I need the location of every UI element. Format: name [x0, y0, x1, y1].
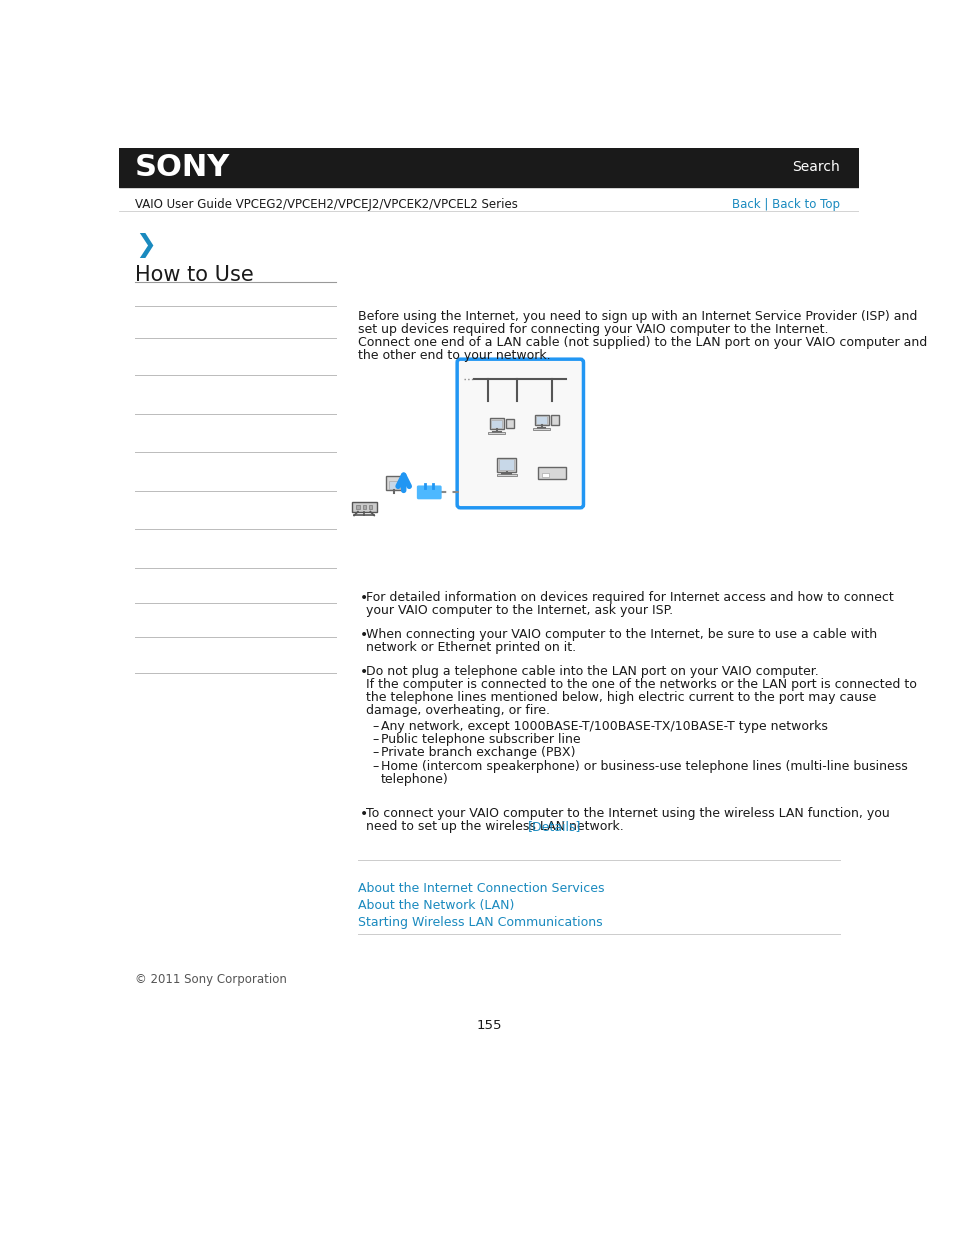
Text: Connect one end of a LAN cable (not supplied) to the LAN port on your VAIO compu: Connect one end of a LAN cable (not supp… [357, 336, 926, 350]
Text: telephone): telephone) [381, 773, 449, 785]
Text: damage, overheating, or fire.: damage, overheating, or fire. [365, 704, 549, 718]
Bar [488, 431, 505, 433]
Bar [550, 415, 558, 425]
Bar [533, 427, 550, 430]
Text: SONY: SONY [134, 153, 230, 182]
Text: set up devices required for connecting your VAIO computer to the Internet.: set up devices required for connecting y… [357, 324, 827, 336]
Text: Private branch exchange (PBX): Private branch exchange (PBX) [381, 746, 575, 760]
Text: Back | Back to Top: Back | Back to Top [731, 199, 840, 211]
Text: need to set up the wireless LAN network.: need to set up the wireless LAN network. [365, 820, 627, 834]
Text: When connecting your VAIO computer to the Internet, be sure to use a cable with: When connecting your VAIO computer to th… [365, 627, 876, 641]
Text: the telephone lines mentioned below, high electric current to the port may cause: the telephone lines mentioned below, hig… [365, 692, 875, 704]
Bar [505, 419, 513, 429]
Text: –: – [372, 720, 377, 734]
Text: Starting Wireless LAN Communications: Starting Wireless LAN Communications [357, 916, 602, 929]
Text: How to Use: How to Use [134, 266, 253, 285]
Bar [385, 477, 402, 490]
Text: ❯: ❯ [134, 233, 155, 258]
Text: •: • [359, 664, 367, 679]
Text: Any network, except 1000BASE-T/100BASE-TX/10BASE-T type networks: Any network, except 1000BASE-T/100BASE-T… [381, 720, 827, 734]
Bar [491, 420, 501, 427]
Text: –: – [372, 760, 377, 773]
Text: Search: Search [791, 161, 840, 174]
Bar [497, 474, 517, 477]
Text: Before using the Internet, you need to sign up with an Internet Service Provider: Before using the Internet, you need to s… [357, 310, 917, 322]
Text: About the Internet Connection Services: About the Internet Connection Services [357, 882, 604, 895]
Bar [542, 473, 548, 477]
Text: If the computer is connected to the one of the networks or the LAN port is conne: If the computer is connected to the one … [365, 678, 916, 690]
Text: About the Network (LAN): About the Network (LAN) [357, 899, 514, 911]
Text: your VAIO computer to the Internet, ask your ISP.: your VAIO computer to the Internet, ask … [365, 604, 672, 618]
Text: VAIO User Guide VPCEG2/VPCEH2/VPCEJ2/VPCEK2/VPCEL2 Series: VAIO User Guide VPCEG2/VPCEH2/VPCEJ2/VPC… [134, 199, 517, 211]
Bar [534, 415, 548, 425]
Bar [389, 480, 399, 489]
Text: the other end to your network.: the other end to your network. [357, 350, 550, 362]
Text: 155: 155 [476, 1019, 501, 1032]
Text: Public telephone subscriber line: Public telephone subscriber line [381, 734, 580, 746]
Bar [356, 505, 359, 509]
Bar [498, 459, 514, 471]
Text: © 2011 Sony Corporation: © 2011 Sony Corporation [134, 973, 286, 986]
Bar [369, 505, 372, 509]
Text: –: – [372, 734, 377, 746]
Text: •: • [359, 627, 367, 642]
Text: [Details]: [Details] [527, 820, 580, 834]
Text: •: • [359, 592, 367, 605]
Text: For detailed information on devices required for Internet access and how to conn: For detailed information on devices requ… [365, 592, 893, 604]
Bar [352, 503, 376, 511]
Text: –: – [372, 746, 377, 760]
Text: Home (intercom speakerphone) or business-use telephone lines (multi-line busines: Home (intercom speakerphone) or business… [381, 760, 907, 773]
Text: •: • [359, 808, 367, 821]
Bar [537, 467, 565, 479]
Bar [497, 458, 516, 472]
Bar [536, 416, 546, 424]
Text: Do not plug a telephone cable into the LAN port on your VAIO computer.: Do not plug a telephone cable into the L… [365, 664, 818, 678]
Text: To connect your VAIO computer to the Internet using the wireless LAN function, y: To connect your VAIO computer to the Int… [365, 808, 888, 820]
Bar [489, 419, 503, 430]
FancyBboxPatch shape [456, 359, 583, 508]
Bar [119, 148, 858, 186]
Text: network or Ethernet printed on it.: network or Ethernet printed on it. [365, 641, 576, 655]
FancyBboxPatch shape [416, 485, 441, 499]
Bar [362, 505, 365, 509]
